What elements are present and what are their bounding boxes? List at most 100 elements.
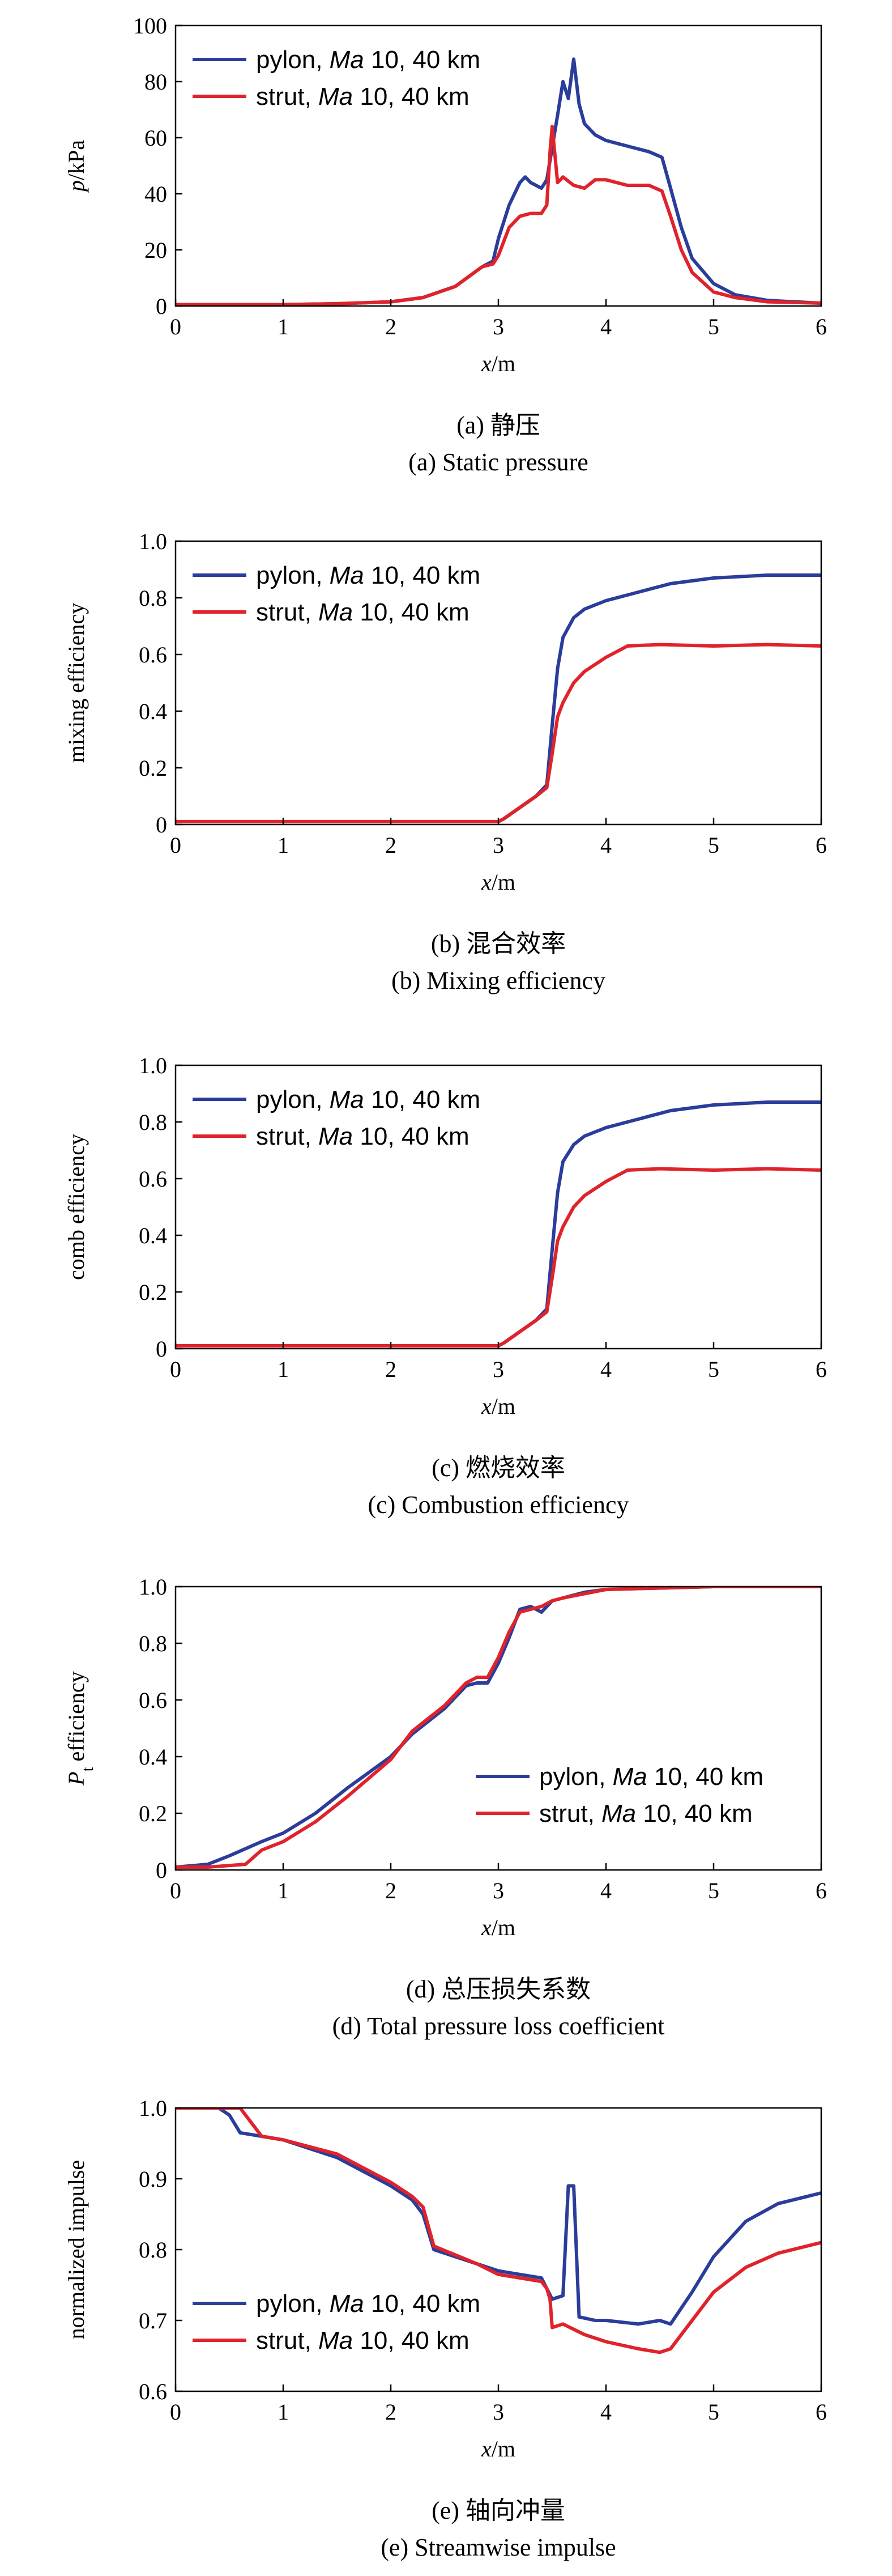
legend-label-pylon: pylon, Ma 10, 40 km <box>256 562 480 589</box>
x-tick-label: 5 <box>708 1878 719 1903</box>
legend-label-strut: strut, Ma 10, 40 km <box>256 83 470 110</box>
y-tick-label: 1.0 <box>139 1053 167 1078</box>
legend: pylon, Ma 10, 40 km strut, Ma 10, 40 km <box>193 562 480 626</box>
caption-cn: (b) 混合效率 <box>431 930 566 958</box>
x-tick-label: 1 <box>278 1357 289 1382</box>
x-tick-label: 1 <box>278 832 289 858</box>
y-tick-label: 1.0 <box>139 1574 167 1600</box>
x-tick-label: 6 <box>816 1878 827 1903</box>
x-tick-label: 6 <box>816 314 827 339</box>
x-tick-label: 4 <box>600 1878 612 1903</box>
x-tick-label: 0 <box>170 314 181 339</box>
caption-cn: (e) 轴向冲量 <box>432 2497 565 2524</box>
y-tick-label: 1.0 <box>139 529 167 554</box>
legend-label-strut: strut, Ma 10, 40 km <box>256 598 470 626</box>
legend-label-pylon: pylon, Ma 10, 40 km <box>256 1086 480 1113</box>
y-tick-label: 0 <box>156 1857 167 1883</box>
x-tick-label: 0 <box>170 832 181 858</box>
legend-label-strut: strut, Ma 10, 40 km <box>539 1800 753 1827</box>
x-tick-label: 2 <box>385 1357 396 1382</box>
y-tick-label: 60 <box>144 125 167 151</box>
y-tick-label: 0.6 <box>139 642 167 668</box>
x-tick-label: 3 <box>493 1357 504 1382</box>
legend-label-pylon: pylon, Ma 10, 40 km <box>256 46 480 74</box>
x-axis-title: x/m <box>481 351 515 376</box>
x-tick-label: 0 <box>170 1357 181 1382</box>
x-tick-label: 0 <box>170 2399 181 2425</box>
legend: pylon, Ma 10, 40 km strut, Ma 10, 40 km <box>476 1763 763 1827</box>
legend: pylon, Ma 10, 40 km strut, Ma 10, 40 km <box>193 1086 480 1150</box>
y-tick-label: 0.4 <box>139 1223 167 1248</box>
y-tick-label: 0.8 <box>139 1631 167 1656</box>
y-tick-label: 0 <box>156 1336 167 1362</box>
y-tick-label: 0.8 <box>139 2237 167 2263</box>
caption-en: (c) Combustion efficiency <box>368 1491 629 1519</box>
chart-panel-e: 0 1 2 3 4 5 6 0.6 0.7 0.8 0.9 1.0 x/m normalized impu… <box>63 2095 827 2561</box>
y-tick-label: 0.2 <box>139 1280 167 1305</box>
legend-label-pylon: pylon, Ma 10, 40 km <box>539 1763 763 1791</box>
y-tick-label: 0.6 <box>139 1166 167 1192</box>
y-tick-label: 20 <box>144 237 167 263</box>
x-tick-label: 1 <box>278 2399 289 2425</box>
x-tick-label: 2 <box>385 2399 396 2425</box>
y-tick-label: 0 <box>156 294 167 319</box>
legend-label-strut: strut, Ma 10, 40 km <box>256 2327 470 2354</box>
x-tick-label: 3 <box>493 832 504 858</box>
legend: pylon, Ma 10, 40 km strut, Ma 10, 40 km <box>193 2290 480 2354</box>
x-tick-label: 6 <box>816 1357 827 1382</box>
x-tick-label: 4 <box>600 1357 612 1382</box>
y-tick-label: 0.8 <box>139 585 167 611</box>
series-line-strut <box>176 125 821 306</box>
caption-cn: (c) 燃烧效率 <box>432 1454 565 1482</box>
x-tick-label: 5 <box>708 832 719 858</box>
x-tick-label: 1 <box>278 1878 289 1903</box>
y-tick-label: 0.9 <box>139 2166 167 2192</box>
plot-frame <box>174 1585 822 1871</box>
y-tick-label: 0.2 <box>139 755 167 781</box>
y-tick-label: 0.7 <box>139 2308 167 2333</box>
legend: pylon, Ma 10, 40 km strut, Ma 10, 40 km <box>193 46 480 110</box>
chart-panel-c: 0 1 2 3 4 5 6 0 0.2 0.4 0.6 0.8 1.0 x/m comb efficienc… <box>63 1053 827 1519</box>
chart-panel-d: 0 1 2 3 4 5 6 0 0.2 0.4 0.6 0.8 1.0 x/m Pt efficiency (… <box>63 1574 827 2040</box>
x-axis-title: x/m <box>481 2436 515 2462</box>
x-axis-title: x/m <box>481 1393 515 1419</box>
caption-en: (e) Streamwise impulse <box>381 2534 616 2561</box>
x-tick-label: 2 <box>385 832 396 858</box>
y-tick-label: 0.4 <box>139 1744 167 1770</box>
y-tick-label: 1.0 <box>139 2095 167 2121</box>
y-tick-label: 0.6 <box>139 1687 167 1713</box>
y-tick-label: 0.4 <box>139 699 167 724</box>
legend-label-strut: strut, Ma 10, 40 km <box>256 1123 470 1150</box>
x-tick-label: 5 <box>708 2399 719 2425</box>
x-tick-label: 2 <box>385 314 396 339</box>
series-line-strut <box>176 2108 821 2354</box>
x-tick-label: 1 <box>278 314 289 339</box>
caption-en: (b) Mixing efficiency <box>391 967 605 994</box>
series-line-strut <box>176 1167 821 1347</box>
x-tick-label: 2 <box>385 1878 396 1903</box>
caption-en: (a) Static pressure <box>408 448 588 476</box>
y-tick-label: 100 <box>133 13 167 39</box>
y-tick-label: 0.2 <box>139 1801 167 1826</box>
y-tick-label: 0.8 <box>139 1110 167 1135</box>
chart-panel-b: 0 1 2 3 4 5 6 0 0.2 0.4 0.6 0.8 1.0 x/m mixing efficie… <box>63 529 827 994</box>
x-tick-label: 3 <box>493 314 504 339</box>
x-axis-title: x/m <box>481 869 515 895</box>
x-tick-label: 4 <box>600 314 612 339</box>
x-tick-label: 0 <box>170 1878 181 1903</box>
x-tick-label: 6 <box>816 832 827 858</box>
y-tick-label: 0.6 <box>139 2379 167 2404</box>
x-tick-label: 6 <box>816 2399 827 2425</box>
y-tick-label: 80 <box>144 69 167 95</box>
series-line-strut <box>176 643 821 823</box>
x-tick-label: 5 <box>708 314 719 339</box>
caption-en: (d) Total pressure loss coefficient <box>332 2012 665 2040</box>
y-tick-label: 0 <box>156 812 167 838</box>
legend-label-pylon: pylon, Ma 10, 40 km <box>256 2290 480 2318</box>
x-axis-title: x/m <box>481 1915 515 1940</box>
y-axis-title: comb efficiency <box>63 1134 89 1280</box>
x-tick-label: 3 <box>493 2399 504 2425</box>
caption-cn: (a) 静压 <box>456 411 540 439</box>
